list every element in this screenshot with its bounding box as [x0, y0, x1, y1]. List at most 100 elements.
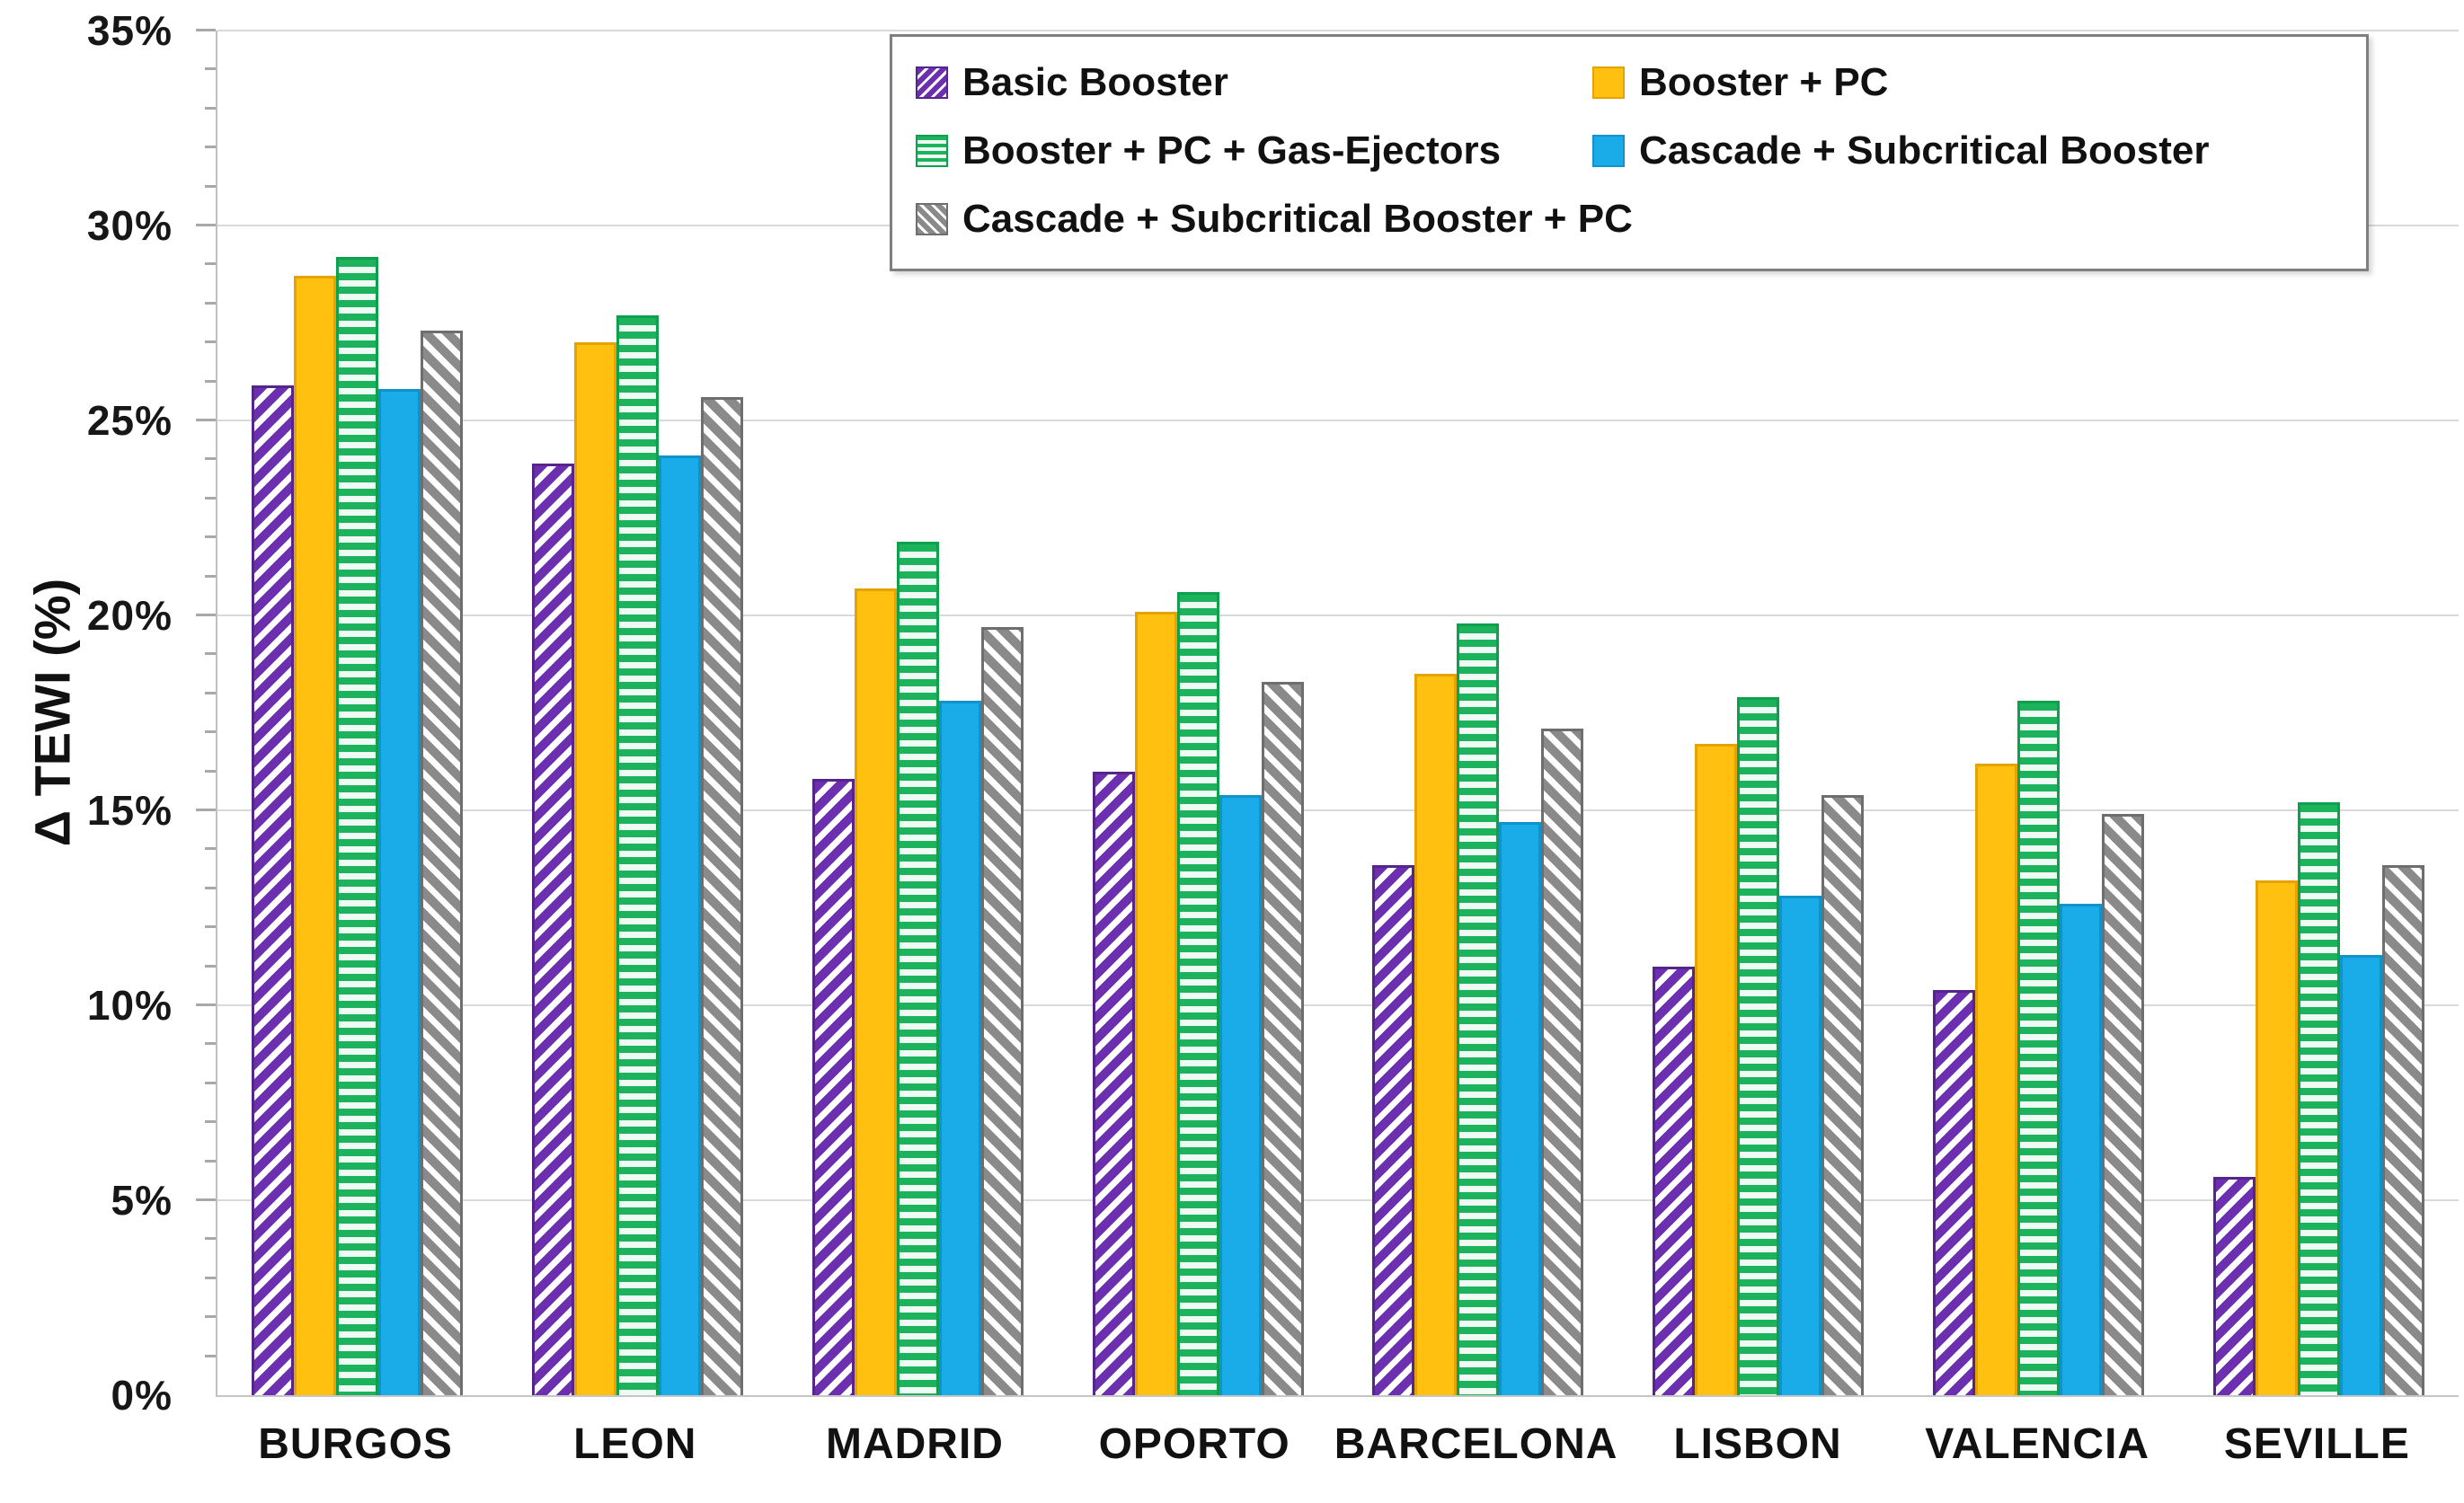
- minor-tick-24: [205, 457, 216, 461]
- bar-oporto-booster-pc-gas-ejectors: [1176, 591, 1219, 1395]
- bar-barcelona-booster-pc-gas-ejectors: [1457, 623, 1500, 1395]
- bar-leon-cascade-subcritical-booster-pc: [701, 396, 744, 1395]
- bar-group-barcelona: [1338, 31, 1618, 1395]
- bar-madrid-booster-pc-gas-ejectors: [896, 541, 939, 1395]
- bar-madrid-cascade-subcritical-booster-pc: [980, 627, 1024, 1395]
- x-label-leon: LEON: [573, 1420, 697, 1468]
- legend-label: Cascade + Subcritical Booster: [1638, 128, 2210, 172]
- major-tick-35: [196, 29, 216, 31]
- minor-tick-8: [205, 1081, 216, 1084]
- bar-group-burgos: [217, 31, 498, 1395]
- bar-lisbon-booster-pc-gas-ejectors: [1737, 697, 1780, 1395]
- minor-tick-11: [205, 964, 216, 968]
- minor-tick-23: [205, 496, 216, 500]
- y-tick-label-5: 5%: [111, 1177, 173, 1224]
- bar-burgos-booster-pc-gas-ejectors: [336, 256, 379, 1395]
- y-tick-label-10: 10%: [86, 982, 173, 1029]
- legend-item-cascade-subcritical-booster: Cascade + Subcritical Booster: [1591, 128, 2355, 173]
- bar-burgos-cascade-subcritical-booster-pc: [421, 331, 464, 1395]
- major-tick-20: [196, 614, 216, 617]
- bar-seville-booster-pc: [2255, 880, 2298, 1395]
- minor-tick-27: [205, 340, 216, 344]
- x-label-lisbon: LISBON: [1673, 1420, 1842, 1468]
- y-tick-label-30: 30%: [86, 202, 173, 249]
- bar-lisbon-cascade-subcritical-booster: [1779, 896, 1822, 1395]
- bar-seville-cascade-subcritical-booster-pc: [2381, 864, 2424, 1395]
- gridline-35: [217, 30, 2459, 31]
- y-tick-label-20: 20%: [86, 592, 173, 639]
- bar-seville-basic-booster: [2212, 1176, 2256, 1395]
- legend-swatch-icon: [916, 66, 948, 99]
- bar-madrid-cascade-subcritical-booster: [938, 701, 981, 1395]
- bar-group-leon: [498, 31, 778, 1395]
- legend-label: Booster + PC: [1638, 60, 1889, 104]
- bar-leon-basic-booster: [532, 463, 575, 1395]
- major-tick-5: [196, 1198, 216, 1202]
- bar-seville-cascade-subcritical-booster: [2339, 954, 2382, 1395]
- bar-leon-booster-pc-gas-ejectors: [616, 314, 660, 1395]
- legend-swatch-icon: [916, 135, 948, 167]
- bar-valencia-basic-booster: [1932, 989, 1975, 1395]
- bar-barcelona-basic-booster: [1372, 864, 1415, 1395]
- bar-oporto-cascade-subcritical-booster-pc: [1261, 681, 1304, 1395]
- minor-tick-13: [205, 886, 216, 889]
- minor-tick-18: [205, 691, 216, 694]
- gridline-15: [217, 809, 2459, 811]
- bar-valencia-booster-pc-gas-ejectors: [2016, 701, 2060, 1395]
- x-axis-labels: BURGOS LEON MADRID OPORTO BARCELONA LISBON VAL…: [216, 1419, 2457, 1469]
- minor-tick-12: [205, 925, 216, 929]
- bar-oporto-booster-pc: [1134, 611, 1177, 1395]
- x-label-barcelona: BARCELONA: [1334, 1420, 1618, 1468]
- minor-tick-4: [205, 1237, 216, 1241]
- legend-swatch-icon: [1591, 66, 1625, 99]
- x-label-valencia: VALENCIA: [1925, 1420, 2150, 1468]
- x-label-seville: SEVILLE: [2223, 1420, 2410, 1468]
- gridline-20: [217, 614, 2459, 617]
- y-tick-label-0: 0%: [111, 1372, 173, 1419]
- bar-lisbon-cascade-subcritical-booster-pc: [1821, 794, 1865, 1395]
- y-tick-label-25: 25%: [86, 397, 173, 444]
- bar-lisbon-booster-pc: [1695, 744, 1738, 1395]
- minor-tick-19: [205, 652, 216, 656]
- bar-group-valencia: [1899, 31, 2179, 1395]
- x-label-burgos: BURGOS: [258, 1420, 453, 1468]
- legend-label: Booster + PC + Gas-Ejectors: [962, 128, 1502, 172]
- minor-tick-9: [205, 1042, 216, 1046]
- bar-barcelona-cascade-subcritical-booster: [1499, 822, 1542, 1395]
- minor-tick-34: [205, 67, 216, 71]
- major-tick-15: [196, 809, 216, 811]
- legend-item-booster-pc: Booster + PC: [1591, 60, 2355, 105]
- bar-valencia-cascade-subcritical-booster-pc: [2101, 814, 2144, 1395]
- minor-tick-22: [205, 535, 216, 539]
- legend-item-cascade-subcritical-booster-pc: Cascade + Subcritical Booster + PC: [916, 197, 1633, 242]
- bar-madrid-basic-booster: [811, 779, 855, 1395]
- minor-tick-31: [205, 184, 216, 188]
- legend-item-booster-pc-gas-ejectors: Booster + PC + Gas-Ejectors: [916, 128, 1592, 173]
- bar-burgos-booster-pc: [294, 276, 337, 1395]
- gridline-10: [217, 1004, 2459, 1007]
- gridline-25: [217, 420, 2459, 421]
- minor-tick-2: [205, 1315, 216, 1319]
- minor-tick-33: [205, 106, 216, 110]
- bar-group-lisbon: [1618, 31, 1899, 1395]
- minor-tick-21: [205, 574, 216, 578]
- minor-tick-3: [205, 1276, 216, 1279]
- plot-area: 0% 5% 10% 15% 20% 25% 30% 35%: [87, 7, 2459, 1419]
- minor-tick-7: [205, 1120, 216, 1124]
- minor-tick-28: [205, 301, 216, 305]
- bar-oporto-cascade-subcritical-booster: [1219, 794, 1262, 1395]
- legend-swatch-icon: [916, 203, 948, 235]
- legend-item-basic-booster: Basic Booster: [916, 60, 1592, 105]
- bar-valencia-booster-pc: [1974, 763, 2017, 1395]
- legend: Basic Booster Booster + PC Booster + PC + …: [890, 34, 2369, 271]
- bar-madrid-booster-pc: [854, 588, 897, 1395]
- y-tick-label-15: 15%: [86, 787, 173, 834]
- x-label-madrid: MADRID: [825, 1420, 1004, 1468]
- bar-oporto-basic-booster: [1092, 771, 1135, 1395]
- major-tick-30: [196, 224, 216, 226]
- major-tick-25: [196, 419, 216, 421]
- major-tick-10: [196, 1003, 216, 1007]
- minor-tick-1: [205, 1354, 216, 1357]
- minor-tick-14: [205, 847, 216, 851]
